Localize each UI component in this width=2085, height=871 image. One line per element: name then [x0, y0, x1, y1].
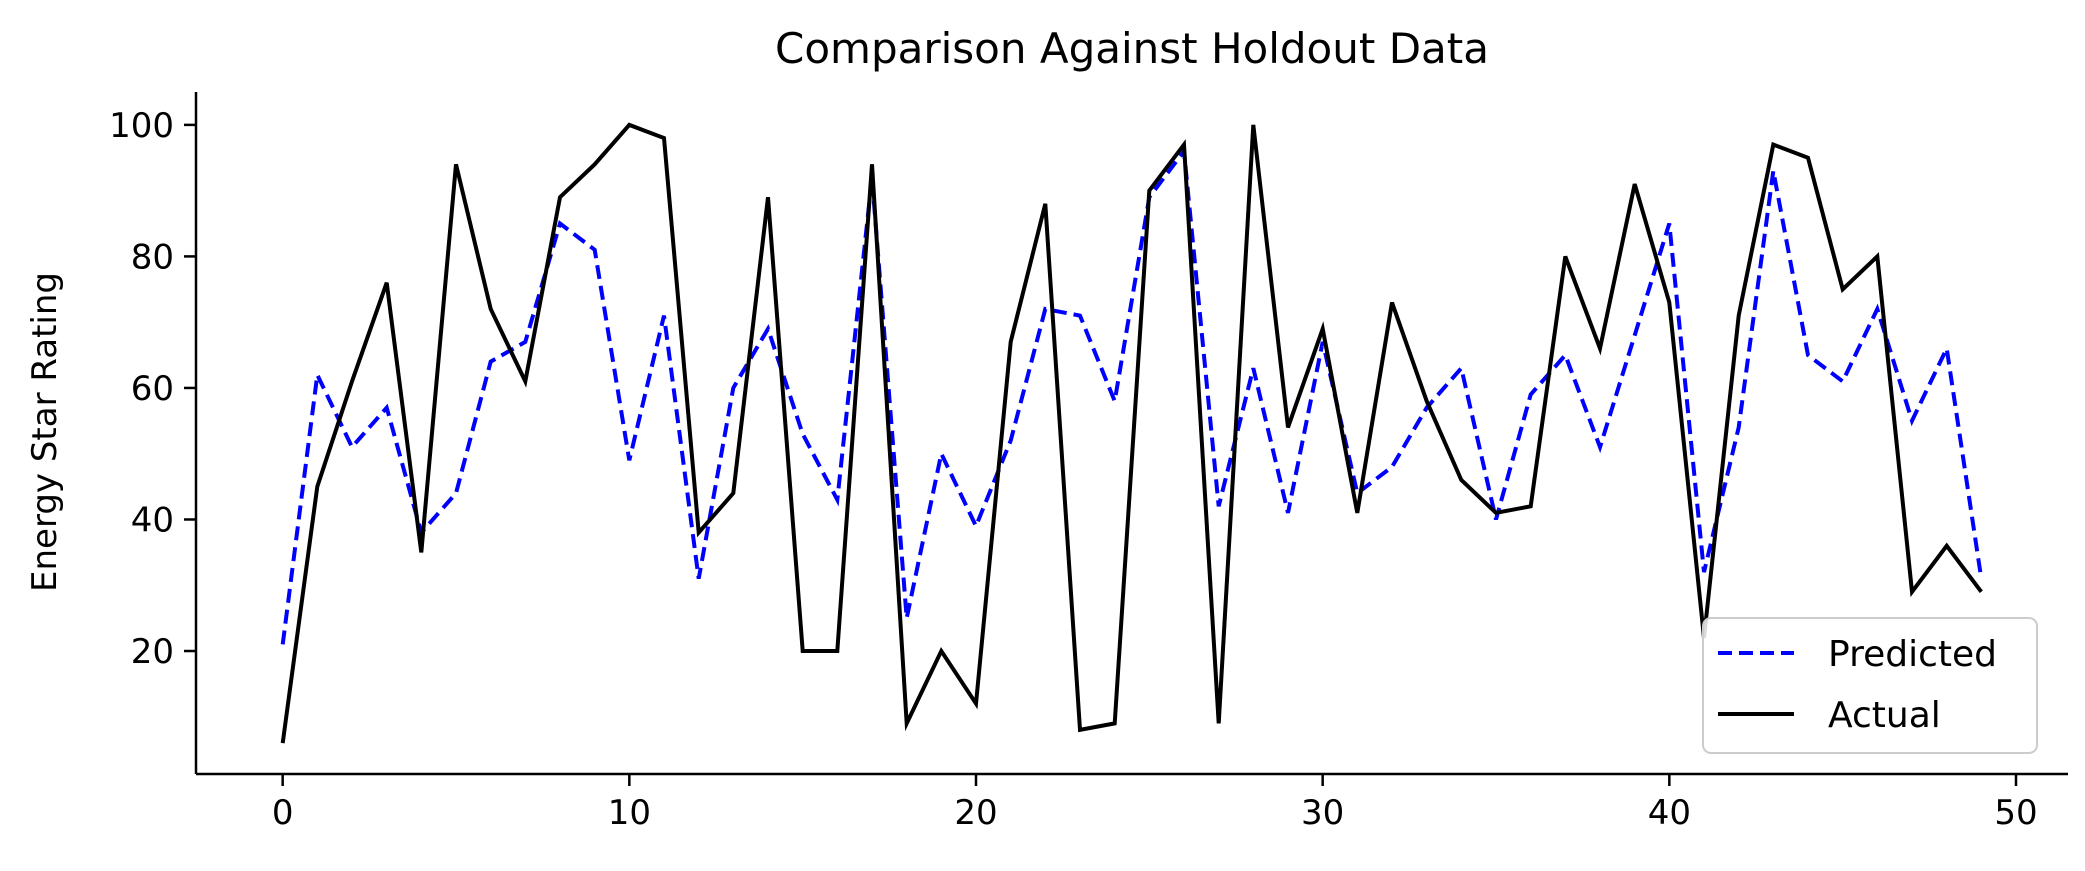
y-tick-label: 100 [109, 106, 174, 146]
series-line-predicted [280, 145, 1984, 645]
x-tick-label: 50 [1994, 793, 2037, 833]
legend-label-predicted: Predicted [1828, 634, 1997, 675]
x-ticks: 0 10 20 30 40 50 [272, 774, 2038, 833]
y-tick-label: 80 [131, 237, 174, 277]
y-tick-label: 20 [131, 632, 174, 672]
y-tick-label: 40 [131, 500, 174, 540]
legend-label-actual: Actual [1828, 695, 1941, 736]
y-ticks: 20 40 60 80 100 [109, 106, 196, 672]
x-tick-label: 40 [1648, 793, 1691, 833]
legend: Predicted Actual [1702, 617, 2038, 754]
series-layer [280, 122, 1984, 744]
x-tick-label: 20 [954, 793, 997, 833]
x-tick-label: 0 [272, 793, 294, 833]
y-axis-label: Energy Star Rating [25, 272, 65, 592]
chart-title: Comparison Against Holdout Data [775, 24, 1489, 73]
x-tick-label: 30 [1301, 793, 1344, 833]
y-tick-label: 60 [131, 369, 174, 409]
series-line-actual [280, 122, 1983, 744]
plot-area: 0 10 20 30 40 50 20 40 60 80 100 [109, 92, 2068, 833]
x-tick-label: 10 [608, 793, 651, 833]
